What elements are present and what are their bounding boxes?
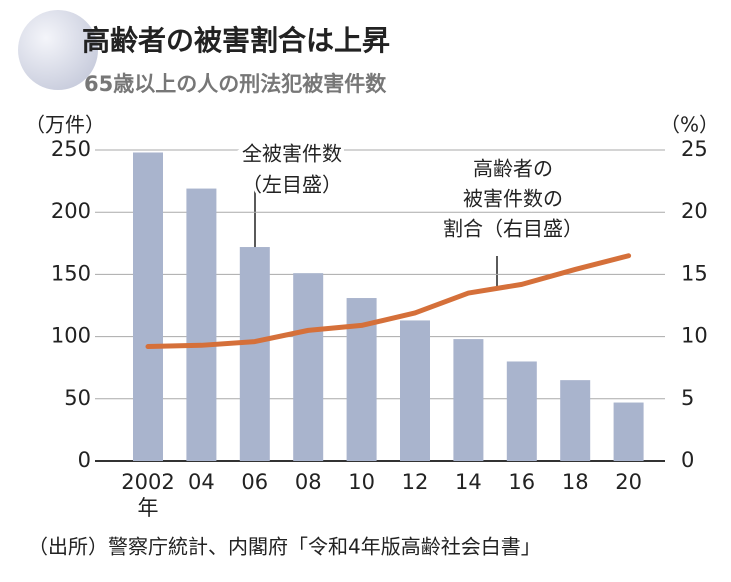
bar (560, 380, 591, 461)
source-note: （出所）警察庁統計、内閣府「令和4年版高齢社会白書」 (28, 535, 541, 559)
x-tick-label: 04 (188, 470, 215, 494)
y2-tick-label: 5 (681, 386, 694, 410)
x-tick-label: 16 (508, 470, 535, 494)
y2-axis-unit: （%） (660, 113, 719, 137)
x-tick-suffix: 年 (138, 496, 159, 520)
bar (186, 188, 217, 461)
line (145, 253, 632, 350)
bar (293, 273, 324, 461)
x-tick-label: 08 (295, 470, 322, 494)
y-axis-unit: （万件） (25, 113, 105, 137)
x-tick-label: 2002 (121, 470, 174, 494)
chart-title: 高齢者の被害割合は上昇 (82, 24, 390, 57)
bar (400, 320, 430, 461)
series-annotation: （左目盛） (242, 173, 342, 197)
y-tick-label: 100 (51, 324, 91, 348)
y-tick-label: 50 (64, 386, 91, 410)
y2-tick-label: 25 (681, 137, 708, 161)
chart-subtitle: 65歳以上の人の刑法犯被害件数 (84, 72, 387, 96)
x-tick-label: 12 (402, 470, 429, 494)
series-annotation: 全被害件数 (242, 142, 342, 166)
series-annotation: 割合（右目盛） (443, 217, 583, 241)
y-tick-label: 150 (51, 261, 91, 285)
x-tick-label: 18 (562, 470, 589, 494)
series-annotation: 被害件数の (463, 187, 563, 211)
y-tick-label: 250 (51, 137, 91, 161)
y2-tick-label: 10 (681, 324, 708, 348)
x-tick-label: 06 (241, 470, 268, 494)
x-tick-label: 14 (455, 470, 482, 494)
decoration (18, 10, 98, 90)
y2-tick-label: 20 (681, 199, 708, 223)
x-tick-label: 10 (348, 470, 375, 494)
bar (613, 402, 644, 461)
bar (506, 361, 537, 461)
bar (133, 152, 163, 461)
bar (239, 247, 270, 461)
series-annotation: 高齢者の (473, 157, 553, 181)
bar (453, 339, 484, 461)
y2-tick-label: 0 (681, 448, 694, 472)
y2-tick-label: 15 (681, 261, 708, 285)
y-tick-label: 0 (78, 448, 91, 472)
x-tick-label: 20 (615, 470, 642, 494)
y-tick-label: 200 (51, 199, 91, 223)
